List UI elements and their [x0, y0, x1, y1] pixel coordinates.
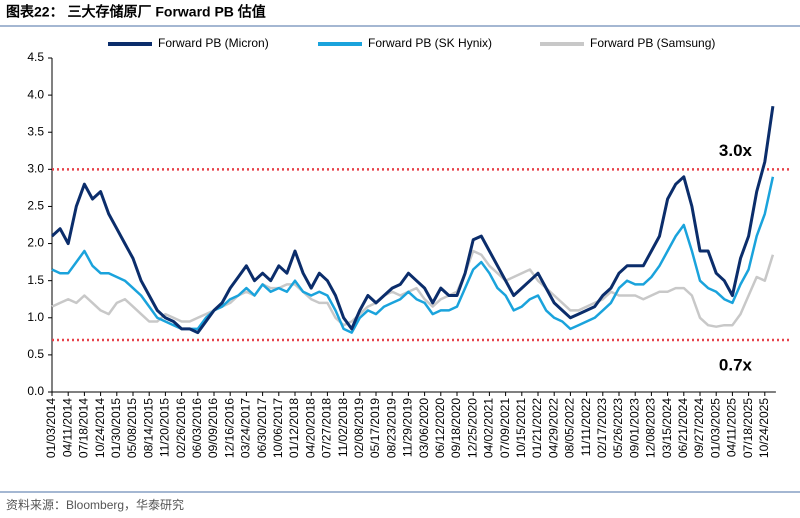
x-tick-label: 06/21/2024	[676, 398, 690, 458]
y-tick-label: 1.0	[27, 310, 44, 324]
x-tick-label: 09/09/2016	[206, 398, 220, 458]
x-tick-label: 01/03/2025	[708, 398, 722, 458]
x-tick-label: 08/05/2022	[563, 398, 577, 458]
x-tick-label: 07/18/2014	[77, 398, 91, 458]
x-tick-label: 03/24/2017	[239, 398, 253, 458]
y-tick-label: 3.5	[27, 124, 44, 138]
legend-label: Forward PB (SK Hynix)	[368, 36, 492, 50]
x-tick-label: 11/29/2019	[401, 398, 415, 457]
source: 资料来源：Bloomberg，华泰研究	[6, 497, 184, 512]
reference-label: 0.7x	[719, 356, 753, 375]
legend-label: Forward PB (Micron)	[158, 36, 269, 50]
x-tick-label: 04/29/2022	[546, 398, 560, 458]
x-tick-label: 01/12/2018	[287, 398, 301, 458]
series-line	[51, 176, 775, 334]
y-tick-label: 2.5	[27, 199, 44, 213]
x-tick-label: 01/21/2022	[530, 398, 544, 458]
x-tick-label: 01/03/2014	[44, 398, 58, 458]
x-tick-label: 05/08/2015	[125, 398, 139, 458]
x-tick-label: 11/11/2022	[579, 398, 593, 457]
x-tick-label: 06/30/2017	[255, 398, 269, 458]
y-tick-label: 0.0	[27, 384, 44, 398]
x-tick-label: 09/01/2023	[627, 398, 641, 458]
y-tick-label: 3.0	[27, 162, 44, 176]
x-tick-label: 10/24/2014	[93, 398, 107, 458]
x-tick-label: 04/20/2018	[303, 398, 317, 458]
x-tick-label: 10/24/2025	[757, 398, 771, 458]
chart-title: 图表22： 三大存储原厂 Forward PB 估值	[6, 4, 266, 20]
x-tick-label: 12/08/2023	[644, 398, 658, 458]
series-line	[51, 249, 775, 328]
x-tick-label: 03/15/2024	[660, 398, 674, 458]
x-tick-label: 08/14/2015	[141, 398, 155, 458]
x-tick-label: 12/16/2016	[222, 398, 236, 458]
y-tick-label: 0.5	[27, 347, 44, 361]
x-tick-label: 02/08/2019	[352, 398, 366, 458]
x-tick-label: 09/27/2024	[692, 398, 706, 458]
legend-label: Forward PB (Samsung)	[590, 36, 715, 50]
x-tick-label: 09/18/2020	[449, 398, 463, 458]
x-tick-label: 04/02/2021	[482, 398, 496, 458]
y-tick-label: 4.5	[27, 50, 44, 64]
x-tick-label: 02/26/2016	[174, 398, 188, 458]
x-tick-label: 12/25/2020	[465, 398, 479, 458]
y-tick-label: 2.0	[27, 236, 44, 250]
x-tick-label: 05/26/2023	[611, 398, 625, 458]
reference-label: 3.0x	[719, 141, 753, 160]
x-tick-label: 06/12/2020	[433, 398, 447, 458]
y-tick-label: 1.5	[27, 273, 44, 287]
x-tick-label: 10/15/2021	[514, 398, 528, 458]
x-tick-label: 10/06/2017	[271, 398, 285, 458]
x-tick-label: 01/30/2015	[109, 398, 123, 458]
x-tick-label: 07/09/2021	[498, 398, 512, 458]
x-tick-label: 06/03/2016	[190, 398, 204, 458]
x-tick-label: 11/20/2015	[158, 398, 172, 457]
x-tick-label: 07/18/2025	[741, 398, 755, 458]
x-tick-label: 03/06/2020	[417, 398, 431, 458]
x-tick-label: 07/27/2018	[320, 398, 334, 458]
x-tick-label: 02/17/2023	[595, 398, 609, 458]
y-tick-label: 4.0	[27, 87, 44, 101]
series-line	[50, 105, 775, 335]
x-tick-label: 04/11/2025	[725, 398, 739, 457]
x-tick-label: 11/02/2018	[336, 398, 350, 457]
x-tick-label: 04/11/2014	[60, 398, 74, 457]
x-tick-label: 05/17/2019	[368, 398, 382, 458]
x-tick-label: 08/23/2019	[384, 398, 398, 458]
